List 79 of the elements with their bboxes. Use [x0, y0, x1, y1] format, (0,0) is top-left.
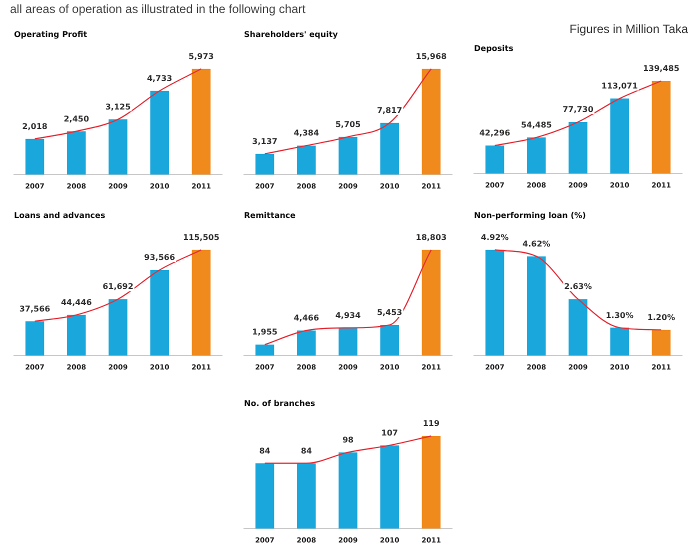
bar [527, 137, 546, 174]
bar [150, 270, 169, 356]
data-label: 42,296 [479, 128, 511, 138]
bar [652, 81, 671, 174]
bar [422, 68, 441, 175]
data-label: 3,125 [105, 102, 132, 112]
data-label: 84 [300, 446, 312, 456]
bar [255, 154, 274, 175]
bar [67, 314, 86, 356]
data-label: 15,968 [416, 52, 448, 61]
chart-title: Shareholders' equity [244, 30, 339, 39]
data-label: 5,973 [188, 52, 214, 61]
chart-title: Operating Profit [14, 30, 88, 39]
data-label: 1,955 [252, 328, 278, 337]
data-label: 113,071 [601, 82, 638, 91]
data-label: 2,018 [22, 122, 48, 131]
data-label: 1.20% [647, 312, 676, 322]
data-label: 4.62% [522, 239, 550, 248]
data-label: 98 [342, 435, 354, 444]
data-label: 115,505 [182, 232, 220, 242]
bar [192, 68, 211, 175]
bar [422, 436, 441, 529]
data-label: 139,485 [642, 64, 680, 74]
text: Figures in Million Taka [570, 22, 688, 36]
bar [25, 138, 44, 175]
data-label: 3,137 [252, 136, 278, 146]
bar [610, 328, 629, 356]
data-label: 61,692 [102, 282, 134, 292]
bar [338, 136, 358, 175]
data-label: 4,733 [146, 74, 172, 83]
bar [568, 122, 588, 174]
bar [338, 452, 358, 529]
data-label: 2.63% [564, 282, 592, 292]
bar [527, 256, 546, 356]
bar [485, 146, 504, 174]
bar [422, 250, 441, 356]
data-label: 4,466 [294, 314, 320, 323]
bar [652, 330, 671, 356]
bar [255, 463, 274, 529]
bar [108, 119, 128, 175]
chart-title: Remittance [244, 210, 296, 220]
chart-title: Loans and advances [14, 210, 106, 220]
data-label: 37,566 [19, 304, 51, 314]
bar [380, 445, 399, 529]
data-label: 1.30% [606, 310, 634, 320]
bar [297, 330, 316, 356]
bar [255, 344, 274, 356]
bar [380, 324, 399, 356]
data-label: 2,450 [64, 114, 90, 124]
bar [338, 328, 358, 356]
data-label: 93,566 [144, 253, 176, 262]
bar [297, 146, 316, 175]
bar [568, 299, 588, 356]
text: all areas of operation as illustrated in the following chart [10, 2, 306, 16]
bar [67, 131, 86, 175]
data-label: 77,730 [562, 105, 594, 114]
bar [192, 250, 211, 356]
data-label: 107 [381, 428, 398, 438]
bar [25, 321, 44, 356]
data-label: 54,485 [520, 120, 552, 130]
chart-title: Deposits [474, 44, 514, 53]
bar [610, 98, 629, 174]
data-label: 5,705 [335, 120, 362, 129]
data-label: 44,446 [60, 298, 92, 308]
data-label: 18,803 [416, 232, 447, 242]
data-label: 84 [259, 446, 271, 456]
bar [108, 299, 128, 356]
bar [380, 122, 399, 175]
data-label: 119 [422, 419, 440, 428]
data-label: 4.92% [480, 232, 509, 242]
bar [297, 463, 316, 529]
chart-title: Non-performing loan (%) [474, 210, 586, 220]
bar [150, 90, 169, 175]
data-label: 4,384 [294, 128, 320, 138]
data-label: 5,453 [376, 308, 402, 318]
chart-title: No. of branches [244, 398, 316, 408]
bar [485, 250, 504, 356]
data-label: 4,934 [335, 310, 362, 320]
data-label: 7,817 [376, 106, 402, 115]
